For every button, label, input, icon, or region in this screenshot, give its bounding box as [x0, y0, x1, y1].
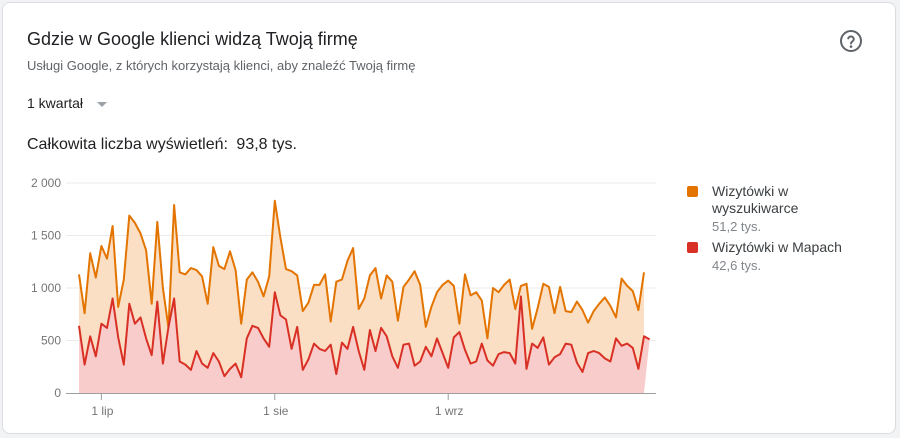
- card-title: Gdzie w Google klienci widzą Twoją firmę: [27, 29, 358, 49]
- help-circle-icon[interactable]: [839, 29, 863, 53]
- legend-value-maps: 42,6 tys.: [712, 258, 762, 273]
- period-label: 1 kwartał: [27, 95, 84, 111]
- legend-value-search: 51,2 tys.: [712, 219, 762, 234]
- y-tick-label: 1 000: [31, 281, 61, 295]
- series-line-maps: [78, 291, 651, 379]
- caret-down-icon: [97, 101, 108, 107]
- total-views: Całkowita liczba wyświetleń: 93,8 tys.: [27, 136, 297, 154]
- period-dropdown[interactable]: 1 kwartał: [27, 95, 108, 111]
- x-tick-label: 1 wrz: [435, 404, 464, 418]
- legend-swatch-maps: [687, 242, 698, 253]
- area-search: [79, 200, 644, 393]
- y-tick-label: 2 000: [31, 176, 61, 190]
- series-line-search: [78, 199, 645, 340]
- y-tick-label: 500: [41, 334, 61, 348]
- legend-name-maps: Wizytówki w Mapach: [712, 239, 842, 255]
- legend-item-maps[interactable]: Wizytówki w Mapach 42,6 tys.: [687, 239, 887, 274]
- area-maps: [79, 292, 650, 393]
- y-tick-label: 0: [54, 386, 61, 400]
- legend-swatch-search: [687, 186, 698, 197]
- legend-item-search[interactable]: Wizytówki w wyszukiwarce 51,2 tys.: [687, 183, 887, 235]
- x-tick-label: 1 sie: [263, 404, 289, 418]
- total-label: Całkowita liczba wyświetleń:: [27, 136, 228, 153]
- y-tick-label: 1 500: [31, 229, 61, 243]
- total-value: 93,8 tys.: [236, 136, 297, 153]
- chart-legend: Wizytówki w wyszukiwarce 51,2 tys. Wizyt…: [687, 183, 887, 278]
- legend-name-search: Wizytówki w wyszukiwarce: [712, 183, 799, 216]
- card-subtitle: Usługi Google, z których korzystają klie…: [27, 58, 416, 73]
- x-tick-label: 1 lip: [91, 404, 113, 418]
